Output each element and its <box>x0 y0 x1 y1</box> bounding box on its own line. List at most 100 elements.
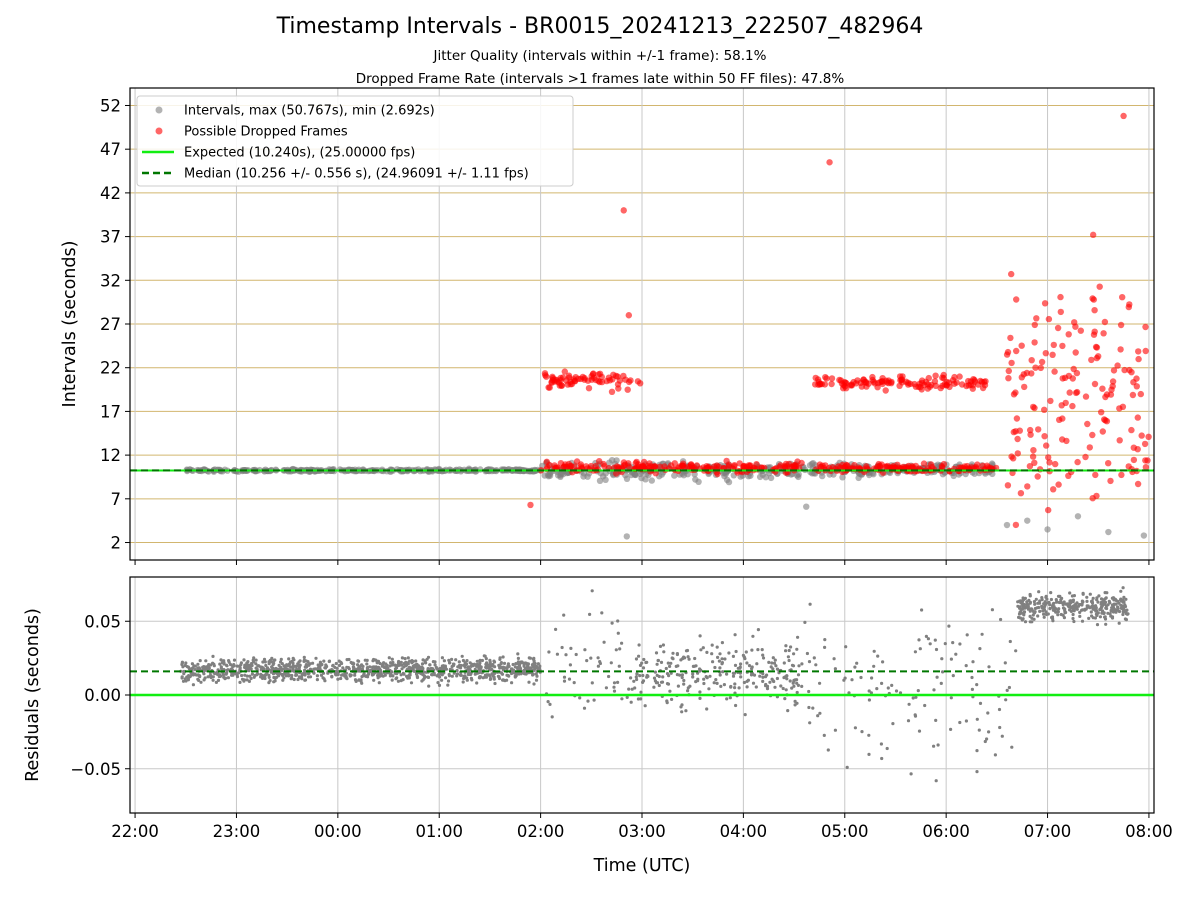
dropped-frame-point <box>1098 409 1105 416</box>
residual-point <box>1014 649 1018 653</box>
residual-point <box>954 652 958 656</box>
residual-point <box>319 662 323 666</box>
residual-point <box>281 678 285 682</box>
residual-point <box>1063 607 1067 611</box>
residual-point <box>219 658 223 662</box>
residual-point <box>1018 606 1022 610</box>
residual-point <box>1099 607 1103 611</box>
residual-point <box>335 666 339 670</box>
residual-point <box>823 645 827 650</box>
x-tick-label: 00:00 <box>314 822 362 841</box>
residual-point <box>500 672 505 676</box>
residual-point <box>232 658 237 662</box>
residual-point <box>273 676 278 680</box>
residual-point <box>1026 607 1030 611</box>
residual-point <box>722 683 727 687</box>
residual-point <box>560 645 564 650</box>
residual-point <box>246 664 250 669</box>
residual-point <box>808 721 812 725</box>
dropped-frame-point <box>1095 353 1102 360</box>
residual-point <box>1072 619 1076 624</box>
residual-point <box>734 649 738 654</box>
residual-point <box>1095 598 1099 602</box>
residual-point <box>262 657 267 661</box>
dropped-frame-point <box>633 458 640 466</box>
dropped-frame-point <box>1013 296 1020 303</box>
residual-point <box>314 667 319 671</box>
residual-point <box>641 673 645 678</box>
residual-point <box>1010 745 1014 749</box>
dropped-frame-point <box>932 372 939 379</box>
dropped-frame-point <box>979 384 987 392</box>
dropped-frame-point <box>1073 369 1081 377</box>
residual-point <box>620 641 624 645</box>
dropped-frame-point <box>956 373 963 380</box>
dropped-frame-point <box>932 382 939 389</box>
residual-point <box>680 710 684 714</box>
residual-point <box>438 675 442 679</box>
residual-point <box>522 661 526 665</box>
residual-point <box>796 635 800 639</box>
interval-point <box>839 474 846 481</box>
residual-point <box>296 677 300 682</box>
residual-point <box>629 700 633 704</box>
dropped-frame-point <box>1091 380 1099 388</box>
dropped-frame-point <box>566 462 574 470</box>
residual-point <box>1042 602 1046 606</box>
residual-point <box>658 644 663 649</box>
residual-point <box>240 677 245 681</box>
residual-point <box>987 665 991 669</box>
residual-point <box>997 707 1002 712</box>
dropped-frame-point <box>1032 364 1039 371</box>
residual-point <box>297 675 301 679</box>
residual-point <box>188 675 192 679</box>
residual-point <box>499 662 503 666</box>
interval-point <box>721 472 728 480</box>
residual-point <box>275 671 279 676</box>
dropped-frame-point <box>1114 362 1121 369</box>
residual-point <box>488 674 492 678</box>
residual-point <box>196 662 200 666</box>
residual-point <box>670 656 674 660</box>
residual-point <box>465 659 469 663</box>
residual-point <box>243 673 247 677</box>
dropped-frame-point <box>836 376 843 384</box>
residual-point <box>181 679 186 683</box>
dropped-frame-point <box>615 385 622 392</box>
dropped-frame-point <box>596 370 604 377</box>
residual-point <box>478 675 482 679</box>
residual-point <box>407 667 411 671</box>
residual-point <box>1102 611 1106 616</box>
residual-point <box>731 671 736 675</box>
interval-point <box>596 477 604 484</box>
residual-point <box>947 624 951 628</box>
residual-point <box>875 687 879 691</box>
residual-point <box>1045 597 1049 601</box>
residual-point <box>1078 614 1082 619</box>
residual-point <box>510 681 514 685</box>
residual-point <box>686 686 690 690</box>
residual-point <box>987 730 991 734</box>
dropped-frame-point <box>1013 347 1020 355</box>
dropped-frame-point <box>741 464 748 471</box>
residual-point <box>951 641 955 645</box>
dropped-frame-point <box>925 374 932 382</box>
legend-box <box>136 95 574 187</box>
dropped-frame-point <box>567 378 574 385</box>
residual-point <box>555 652 560 656</box>
residual-point <box>818 711 822 715</box>
residual-point <box>1124 597 1128 601</box>
residual-point <box>667 674 671 678</box>
residual-point <box>761 656 766 660</box>
residual-point <box>480 658 484 663</box>
residual-point <box>185 665 189 669</box>
residual-point <box>267 660 271 664</box>
residual-point <box>1040 598 1044 602</box>
dropped-frame-point <box>1062 399 1069 407</box>
bottom-plot-points <box>179 586 1130 783</box>
residual-point <box>1069 609 1073 614</box>
top-ytick-label: 47 <box>100 140 121 159</box>
residual-point <box>291 661 295 665</box>
dropped-frame-point <box>1007 334 1014 342</box>
